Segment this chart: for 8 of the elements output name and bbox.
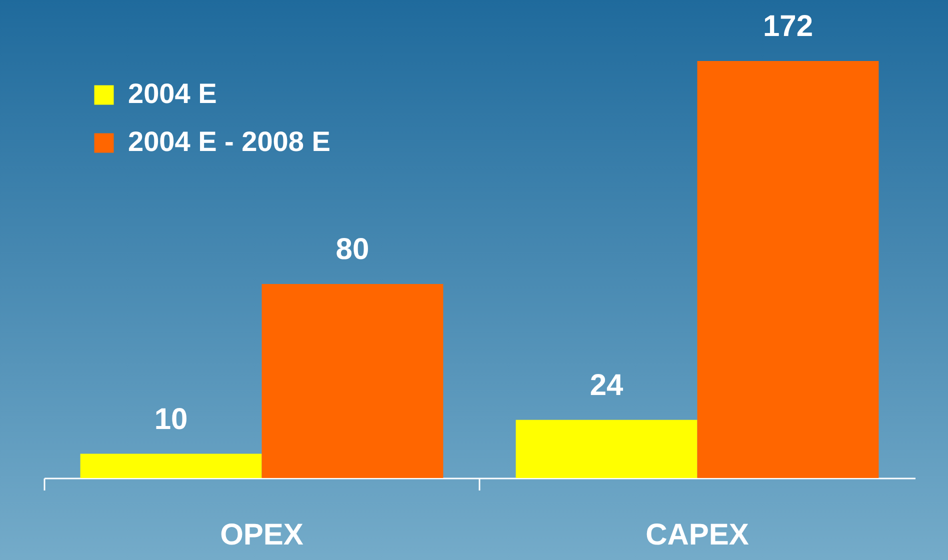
data-label: 172 bbox=[762, 10, 814, 43]
data-label: 24 bbox=[590, 368, 624, 402]
data-label: 10 bbox=[154, 402, 188, 436]
x-tick-label: OPEX bbox=[220, 518, 304, 552]
legend-label: 2004 E - 2008 E bbox=[128, 126, 330, 157]
x-tick-label: CAPEX bbox=[646, 518, 749, 552]
data-label: 80 bbox=[336, 233, 370, 266]
legend-label: 2004 E bbox=[128, 78, 217, 109]
